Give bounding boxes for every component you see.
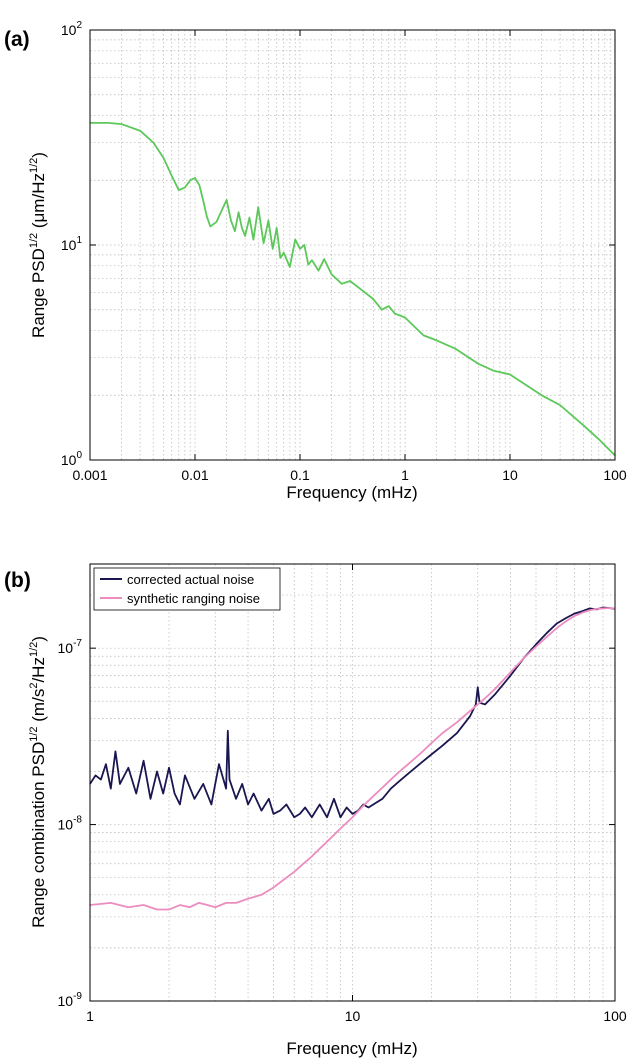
legend-label-synthetic-ranging-noise: synthetic ranging noise [127, 591, 260, 606]
panel-a: (a) 0.001 0.01 0.1 1 10 100 100 101 102 Frequen… [4, 20, 627, 502]
x-tick-label: 0.001 [72, 467, 107, 483]
panel-b-x-axis-label: Frequency (mHz) [286, 1039, 417, 1058]
legend-box [93, 567, 281, 611]
panel-b-y-axis-label: Range combination PSD1/2 (m/s2/Hz1/2) [28, 636, 48, 928]
series-synthetic-ranging-noise [89, 607, 616, 911]
series-corrected-actual-noise [89, 606, 616, 819]
y-tick-label: 101 [61, 235, 83, 253]
panel-a-label: (a) [4, 28, 30, 51]
x-tick-label: 1 [401, 467, 409, 483]
panel-b-x-ticks: 1 10 100 [86, 564, 627, 1024]
y-tick-label: 10-7 [58, 638, 83, 656]
panel-b-legend: corrected actual noise synthetic ranging… [93, 567, 281, 611]
y-tick-label: 10-8 [58, 815, 83, 833]
panel-a-y-ticks: 100 101 102 [61, 20, 615, 468]
panel-a-y-axis-label: Range PSD1/2 (μm/Hz1/2) [28, 152, 48, 338]
panel-a-grid [89, 30, 615, 461]
x-tick-label: 10 [345, 1008, 361, 1024]
x-tick-label: 1 [86, 1008, 94, 1024]
series-a-0 [90, 121, 616, 457]
panel-a-plot-area [90, 30, 615, 460]
panel-a-series [90, 121, 616, 457]
y-tick-label: 10-9 [58, 991, 83, 1009]
panel-b-label: (b) [4, 569, 31, 592]
x-tick-label: 0.01 [181, 467, 208, 483]
panel-a-x-axis-label: Frequency (mHz) [286, 483, 417, 502]
x-tick-label: 10 [502, 467, 518, 483]
y-tick-label: 102 [61, 20, 83, 38]
y-tick-label: 100 [61, 450, 83, 468]
panel-b: (b) 1 10 100 10-9 10-8 10-7 corrected actual… [4, 563, 627, 1058]
x-tick-label: 100 [603, 1008, 627, 1024]
panel-b-y-ticks: 10-9 10-8 10-7 [58, 638, 615, 1009]
x-tick-label: 100 [603, 467, 627, 483]
panel-a-x-ticks: 0.001 0.01 0.1 1 10 100 [72, 30, 627, 483]
panel-b-series [89, 606, 616, 911]
panel-b-plot-area [90, 564, 615, 1001]
x-tick-label: 0.1 [290, 467, 310, 483]
legend-label-corrected-actual-noise: corrected actual noise [127, 572, 254, 587]
